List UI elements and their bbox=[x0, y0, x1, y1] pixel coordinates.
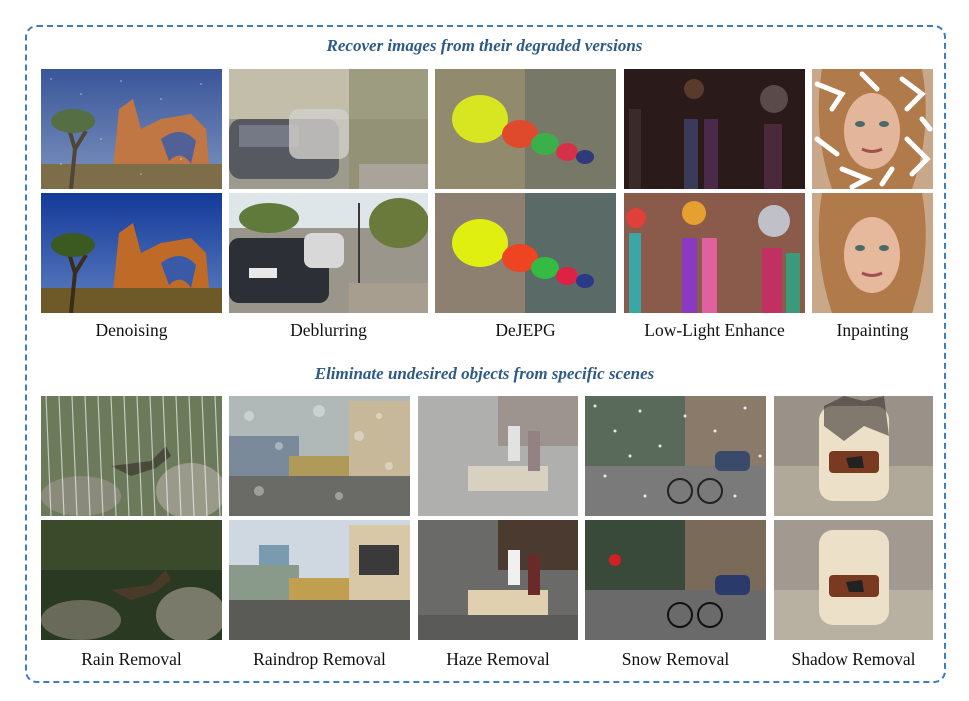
caption-dejpeg: DeJEPG bbox=[495, 320, 556, 340]
dejpeg-degraded-image bbox=[435, 69, 616, 189]
caption-shadow-removal: Shadow Removal bbox=[791, 649, 916, 669]
section-title-restoration: Recover images from their degraded versi… bbox=[326, 36, 643, 55]
caption-denoising: Denoising bbox=[95, 320, 168, 340]
haze-restored-image bbox=[418, 520, 578, 640]
inpainting-restored-image bbox=[812, 193, 933, 313]
inpainting-degraded-image bbox=[812, 69, 933, 189]
deblurring-restored-image bbox=[229, 193, 428, 313]
denoising-degraded-image bbox=[41, 69, 222, 189]
caption-deblurring: Deblurring bbox=[290, 320, 367, 340]
rain-degraded-image bbox=[41, 396, 222, 516]
shadow-restored-image bbox=[774, 520, 933, 640]
dashed-frame bbox=[25, 25, 946, 683]
deblurring-degraded-image bbox=[229, 69, 428, 189]
section-title-removal: Eliminate undesired objects from specifi… bbox=[314, 364, 655, 383]
snow-degraded-image bbox=[585, 396, 766, 516]
caption-rain-removal: Rain Removal bbox=[81, 649, 182, 669]
raindrop-degraded-image bbox=[229, 396, 410, 516]
lowlight-degraded-image bbox=[624, 69, 805, 189]
caption-inpainting: Inpainting bbox=[836, 320, 909, 340]
rain-restored-image bbox=[41, 520, 222, 640]
caption-haze-removal: Haze Removal bbox=[446, 649, 550, 669]
caption-raindrop-removal: Raindrop Removal bbox=[253, 649, 386, 669]
caption-lowlight: Low-Light Enhance bbox=[644, 320, 785, 340]
lowlight-restored-image bbox=[624, 193, 805, 313]
caption-snow-removal: Snow Removal bbox=[621, 649, 730, 669]
dejpeg-restored-image bbox=[435, 193, 616, 313]
snow-restored-image bbox=[585, 520, 766, 640]
raindrop-restored-image bbox=[229, 520, 410, 640]
denoising-restored-image bbox=[41, 193, 222, 313]
haze-degraded-image bbox=[418, 396, 578, 516]
shadow-degraded-image bbox=[774, 396, 933, 516]
